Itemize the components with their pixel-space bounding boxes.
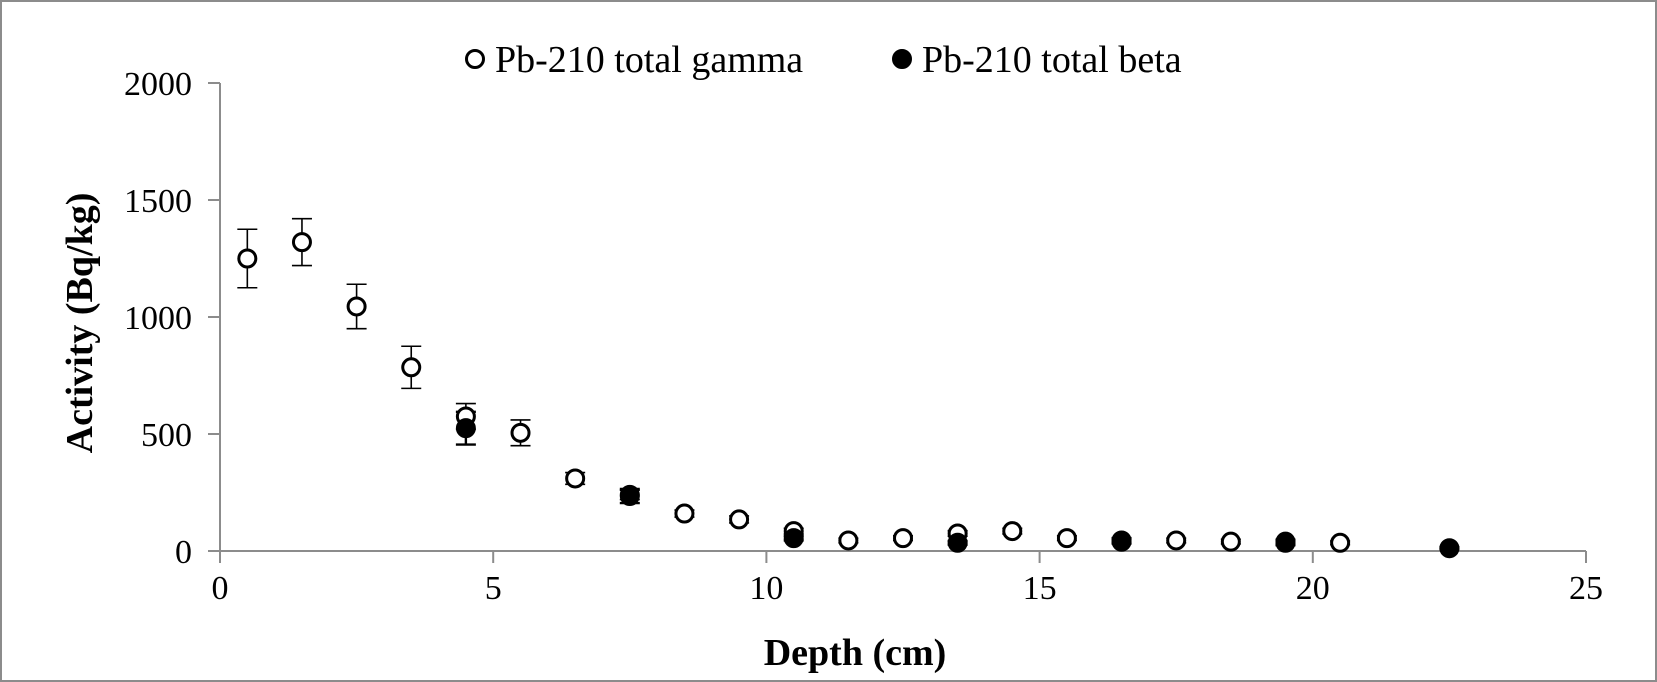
gamma-data-point xyxy=(729,509,750,530)
gamma-data-point xyxy=(1220,531,1241,552)
beta-data-point xyxy=(455,418,476,439)
gamma-data-point xyxy=(838,530,859,551)
gamma-data-point xyxy=(565,468,586,489)
beta-data-point xyxy=(947,532,968,553)
x-tick-label: 20 xyxy=(1296,570,1330,607)
beta-data-point xyxy=(619,486,640,507)
beta-data-point xyxy=(1275,532,1296,553)
gamma-data-point xyxy=(237,248,258,269)
x-tick-label: 25 xyxy=(1569,570,1603,607)
gamma-data-point xyxy=(1056,528,1077,549)
legend-marker-beta xyxy=(892,49,912,69)
axes xyxy=(208,82,1587,563)
gamma-data-point xyxy=(674,503,695,524)
gamma-data-point xyxy=(1002,521,1023,542)
x-tick-label: 15 xyxy=(1023,570,1057,607)
y-tick-label: 1000 xyxy=(124,300,192,337)
y-tick-label: 500 xyxy=(141,417,192,454)
gamma-data-point xyxy=(510,422,531,443)
gamma-data-point xyxy=(291,232,312,253)
gamma-data-point xyxy=(893,528,913,549)
gamma-data-point xyxy=(346,296,367,317)
y-tick-label: 2000 xyxy=(124,66,192,103)
legend-label: Pb-210 total beta xyxy=(922,39,1182,81)
beta-data-point xyxy=(1439,538,1460,559)
x-tick-label: 0 xyxy=(212,570,229,607)
data-points xyxy=(237,232,1460,559)
x-axis-title: Depth (cm) xyxy=(764,632,947,674)
beta-data-point xyxy=(783,528,804,549)
y-axis-title: Activity (Bq/kg) xyxy=(59,193,101,454)
gamma-data-point xyxy=(1166,530,1187,551)
x-tick-label: 10 xyxy=(749,570,783,607)
legend-marker-gamma xyxy=(465,49,485,69)
error-bars xyxy=(237,217,1460,551)
beta-data-point xyxy=(1111,530,1132,551)
tick-labels: 0 500 1000 1500 2000 0 5 10 15 20 25 xyxy=(124,66,1603,607)
legend-label: Pb-210 total gamma xyxy=(495,39,803,81)
legend: Pb-210 total gamma Pb-210 total beta xyxy=(465,39,1182,81)
y-tick-label: 1500 xyxy=(124,183,192,220)
gamma-data-point xyxy=(1330,532,1351,553)
y-tick-label: 0 xyxy=(175,534,192,571)
gamma-data-point xyxy=(401,357,422,378)
x-tick-label: 5 xyxy=(485,570,502,607)
